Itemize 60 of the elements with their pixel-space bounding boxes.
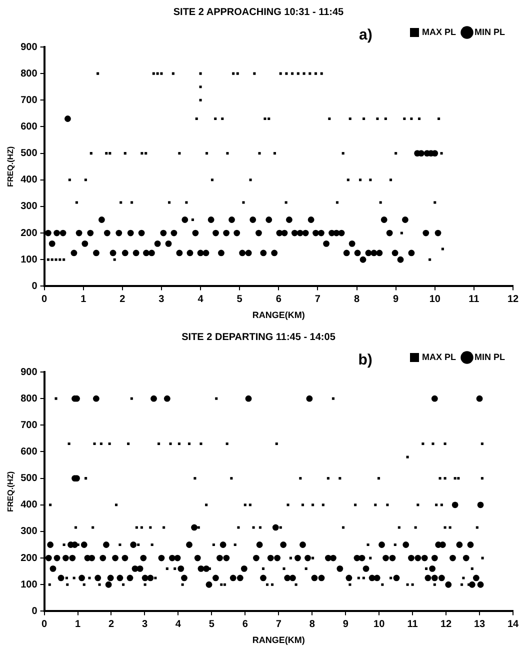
y-tick-label: 700 — [20, 94, 38, 106]
x-tick-label: 10 — [429, 294, 441, 305]
y-axis-title: FREQ.(HZ) — [6, 471, 16, 512]
y-tick-label: 800 — [20, 393, 38, 404]
legend-label: MAX PL — [422, 352, 457, 362]
legend-label: MAX PL — [422, 26, 457, 37]
y-tick-label: 600 — [20, 446, 38, 458]
y-tick-label: 300 — [20, 526, 38, 538]
x-tick-label: 9 — [393, 294, 400, 305]
y-tick-label: 0 — [32, 606, 38, 617]
x-tick-label: 0 — [42, 294, 48, 305]
x-tick-label: 11 — [407, 618, 418, 630]
y-tick-label: 900 — [20, 366, 38, 378]
text: b) — [358, 352, 372, 369]
x-tick-label: 1 — [80, 294, 87, 305]
x-tick-label: 6 — [242, 618, 248, 630]
y-tick-label: 700 — [20, 420, 38, 431]
x-tick-label: 5 — [236, 294, 243, 305]
y-tick-label: 500 — [20, 473, 38, 484]
x-tick-label: 7 — [276, 618, 282, 630]
x-tick-label: 1 — [74, 618, 81, 630]
x-tick-label: 12 — [507, 294, 519, 305]
x-axis-title: RANGE(KM) — [252, 310, 305, 320]
x-tick-label: 4 — [175, 618, 182, 630]
x-tick-label: 0 — [42, 618, 48, 630]
x-tick-label: 8 — [354, 294, 360, 305]
text: a) — [359, 26, 372, 44]
x-tick-label: 3 — [158, 294, 165, 305]
y-tick-label: 0 — [32, 280, 38, 292]
x-tick-label: 5 — [208, 618, 215, 630]
y-tick-label: 400 — [20, 500, 38, 511]
legend-label: MIN PL — [474, 26, 506, 37]
x-tick-label: 10 — [374, 618, 386, 630]
x-tick-label: 11 — [468, 294, 480, 305]
x-tick-label: 6 — [276, 294, 282, 305]
y-tick-label: 400 — [20, 174, 38, 186]
x-tick-label: 2 — [120, 294, 126, 305]
y-tick-label: 800 — [20, 68, 38, 80]
y-tick-label: 100 — [20, 254, 38, 266]
x-tick-label: 4 — [198, 294, 204, 305]
y-axis-title: FREQ.(HZ) — [6, 146, 16, 187]
y-tick-label: 600 — [20, 121, 38, 132]
x-tick-label: 12 — [440, 618, 452, 630]
y-tick-label: 200 — [20, 228, 38, 239]
x-tick-label: 14 — [507, 618, 519, 630]
chart-title: SITE 2 DEPARTING 11:45 - 14:05 — [182, 332, 336, 343]
x-tick-label: 13 — [474, 618, 486, 630]
y-tick-label: 200 — [20, 552, 38, 564]
y-tick-label: 500 — [20, 148, 38, 160]
x-tick-label: 8 — [309, 618, 316, 630]
y-tick-label: 900 — [20, 42, 38, 53]
y-tick-label: 300 — [20, 201, 38, 212]
x-tick-label: 2 — [108, 618, 114, 630]
x-axis-title: RANGE(KM) — [252, 635, 305, 646]
x-tick-label: 3 — [142, 618, 148, 630]
legend-label: MIN PL — [474, 352, 506, 362]
chart-title: SITE 2 APPROACHING 10:31 - 11:45 — [173, 6, 344, 18]
x-tick-label: 9 — [342, 618, 349, 630]
x-tick-label: 7 — [314, 294, 321, 305]
y-tick-label: 100 — [20, 579, 38, 590]
